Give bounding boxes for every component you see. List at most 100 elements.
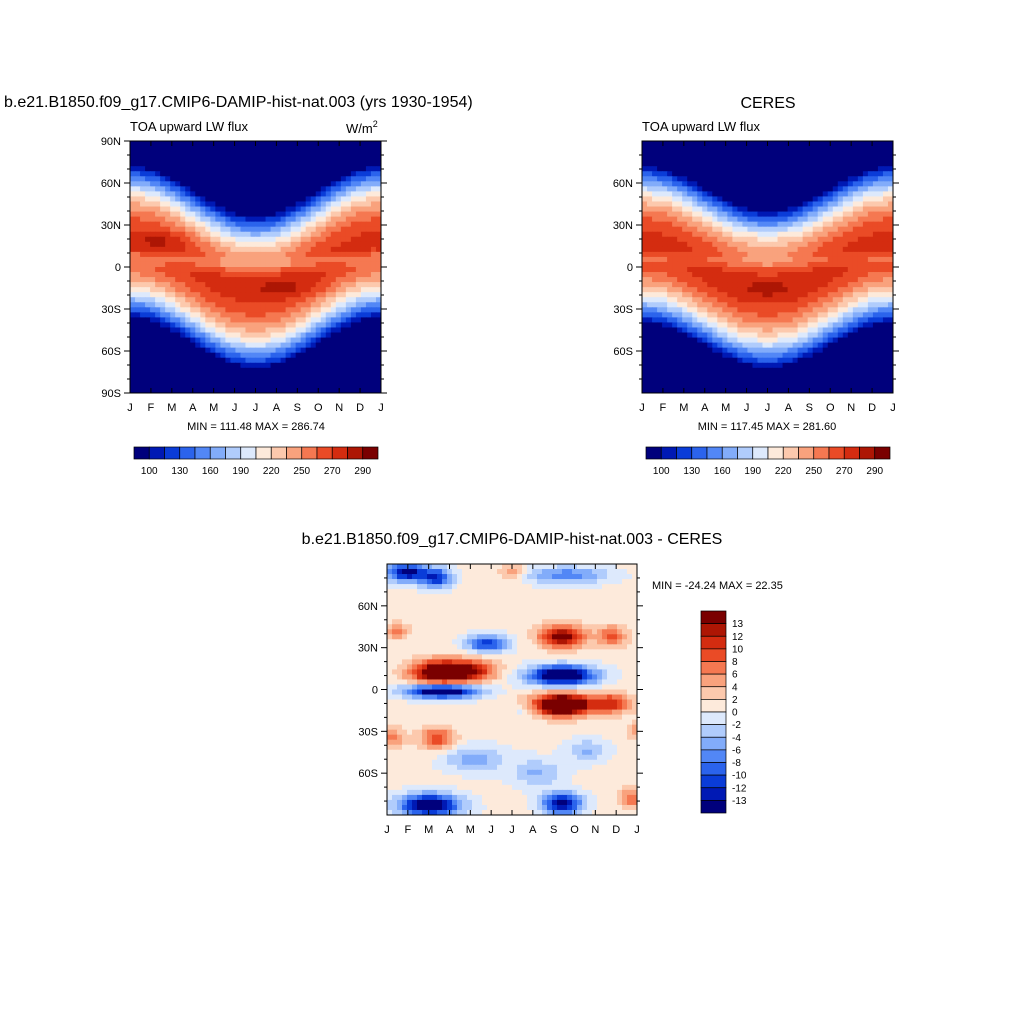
field-cell (275, 216, 282, 223)
field-cell (737, 206, 743, 213)
field-cell (260, 302, 267, 308)
field-cell (662, 146, 668, 152)
field-cell (160, 337, 166, 344)
field-cell (220, 171, 226, 177)
field-cell (280, 327, 287, 334)
field-cell (230, 382, 237, 389)
field-cell (335, 362, 342, 369)
field-cell (335, 146, 342, 152)
field-cell (872, 342, 879, 349)
field-cell (702, 322, 708, 329)
field-cell (225, 377, 231, 384)
field-cell (642, 347, 648, 354)
field-cell (822, 186, 829, 192)
field-cell (832, 357, 839, 364)
field-cell (365, 256, 372, 263)
field-cell (150, 327, 156, 334)
field-cell (280, 211, 287, 218)
field-cell (652, 317, 658, 324)
field-cell (300, 327, 307, 334)
field-cell (335, 231, 342, 238)
field-cell (807, 292, 814, 298)
field-cell (155, 171, 161, 177)
field-cell (842, 191, 849, 198)
field-cell (240, 176, 247, 182)
field-cell (265, 337, 272, 344)
field-cell (130, 277, 136, 283)
field-cell (145, 241, 151, 248)
field-cell (742, 226, 749, 233)
field-cell (345, 141, 352, 147)
field-cell (260, 231, 267, 238)
field-cell (807, 362, 814, 369)
field-cell (777, 251, 784, 258)
field-cell (652, 277, 658, 283)
field-cell (145, 236, 151, 243)
field-cell (145, 297, 151, 303)
field-cell (747, 337, 754, 344)
field-cell (772, 332, 779, 339)
field-cell (355, 337, 362, 344)
field-cell (345, 191, 352, 198)
field-cell (305, 201, 312, 208)
field-cell (682, 201, 688, 208)
y-tick-label: 60N (101, 178, 121, 190)
field-cell (782, 297, 789, 303)
field-cell (250, 231, 257, 238)
field-cell (887, 337, 893, 344)
field-cell (802, 261, 809, 268)
field-cell (877, 307, 884, 313)
field-cell (205, 156, 211, 162)
field-cell (717, 151, 723, 157)
field-cell (220, 196, 226, 203)
field-cell (260, 292, 267, 298)
field-cell (832, 216, 839, 223)
field-cell (727, 352, 733, 359)
field-cell (310, 372, 317, 379)
field-cell (657, 141, 663, 147)
field-cell (797, 267, 804, 273)
field-cell (250, 156, 257, 162)
field-cell (877, 216, 884, 223)
field-cell (170, 342, 176, 349)
field-cell (320, 337, 327, 344)
field-cell (310, 377, 317, 384)
field-cell (687, 236, 693, 243)
field-cell (692, 176, 698, 182)
field-cell (837, 221, 844, 228)
field-cell (355, 166, 362, 172)
field-cell (687, 186, 693, 192)
field-cell (737, 312, 743, 318)
field-cell (777, 337, 784, 344)
field-cell (642, 272, 648, 278)
field-cell (295, 272, 302, 278)
field-cell (190, 151, 196, 157)
field-cell (782, 282, 789, 288)
field-cell (140, 201, 146, 208)
field-cell (707, 277, 713, 283)
field-cell (175, 166, 181, 172)
field-cell (170, 287, 176, 293)
field-cell (165, 347, 171, 354)
field-cell (652, 282, 658, 288)
field-cell (340, 297, 347, 303)
field-cell (360, 251, 367, 258)
field-cell (662, 166, 668, 172)
field-cell (360, 292, 367, 298)
field-cell (887, 221, 893, 228)
field-cell (767, 287, 774, 293)
field-cell (190, 272, 196, 278)
field-cell (667, 362, 673, 369)
field-cell (657, 317, 663, 324)
field-cell (857, 342, 864, 349)
field-cell (802, 302, 809, 308)
field-cell (165, 322, 171, 329)
field-cell (295, 382, 302, 389)
field-cell (370, 256, 377, 263)
field-cell (727, 251, 733, 258)
field-cell (345, 382, 352, 389)
field-cell (742, 267, 749, 273)
field-cell (772, 337, 779, 344)
field-cell (697, 251, 703, 258)
field-cell (135, 161, 141, 167)
